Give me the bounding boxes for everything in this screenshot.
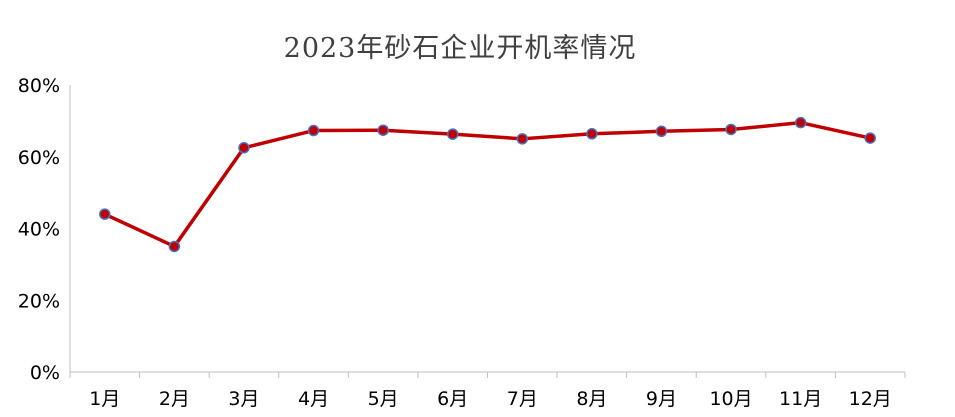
data-point — [864, 132, 876, 144]
data-point — [307, 124, 320, 137]
data-point — [586, 128, 598, 140]
x-tick-label: 12月 — [849, 388, 892, 410]
series-line — [104, 120, 871, 249]
series-group — [99, 116, 876, 253]
x-tick-label: 5月 — [368, 388, 399, 410]
x-tick-label: 7月 — [507, 388, 538, 410]
x-tick-label: 10月 — [709, 388, 752, 410]
x-tick-label: 2月 — [159, 388, 190, 410]
data-point — [516, 133, 529, 145]
x-tick-label: 6月 — [437, 388, 468, 410]
y-tick-label: 20% — [18, 290, 60, 312]
chart-title: 2023年砂石企业开机率情况 — [283, 33, 637, 64]
x-tick-labels: 1月 2月 3月 4月 5月 6月 7月 8月 9月 10月 11月 12月 — [89, 388, 892, 410]
data-point — [655, 125, 668, 138]
x-tick-label: 8月 — [576, 388, 607, 410]
y-tick-labels: 0% 20% 40% 60% 80% — [18, 75, 60, 384]
data-point — [377, 124, 389, 136]
x-tick-label: 11月 — [779, 388, 822, 410]
x-tick-label: 9月 — [646, 388, 677, 410]
y-tick-label: 40% — [18, 219, 60, 241]
data-point — [794, 116, 807, 129]
x-tick-marks — [69, 372, 906, 378]
y-tick-label: 60% — [18, 147, 60, 169]
data-point — [725, 123, 737, 136]
data-point — [99, 208, 111, 220]
data-point — [168, 240, 181, 253]
data-point — [238, 142, 250, 154]
data-point — [446, 128, 459, 140]
x-tick-label: 4月 — [298, 388, 329, 410]
x-tick-label: 3月 — [228, 388, 259, 410]
x-tick-label: 1月 — [89, 388, 120, 410]
y-tick-label: 80% — [18, 75, 60, 97]
y-tick-label: 0% — [30, 362, 60, 384]
